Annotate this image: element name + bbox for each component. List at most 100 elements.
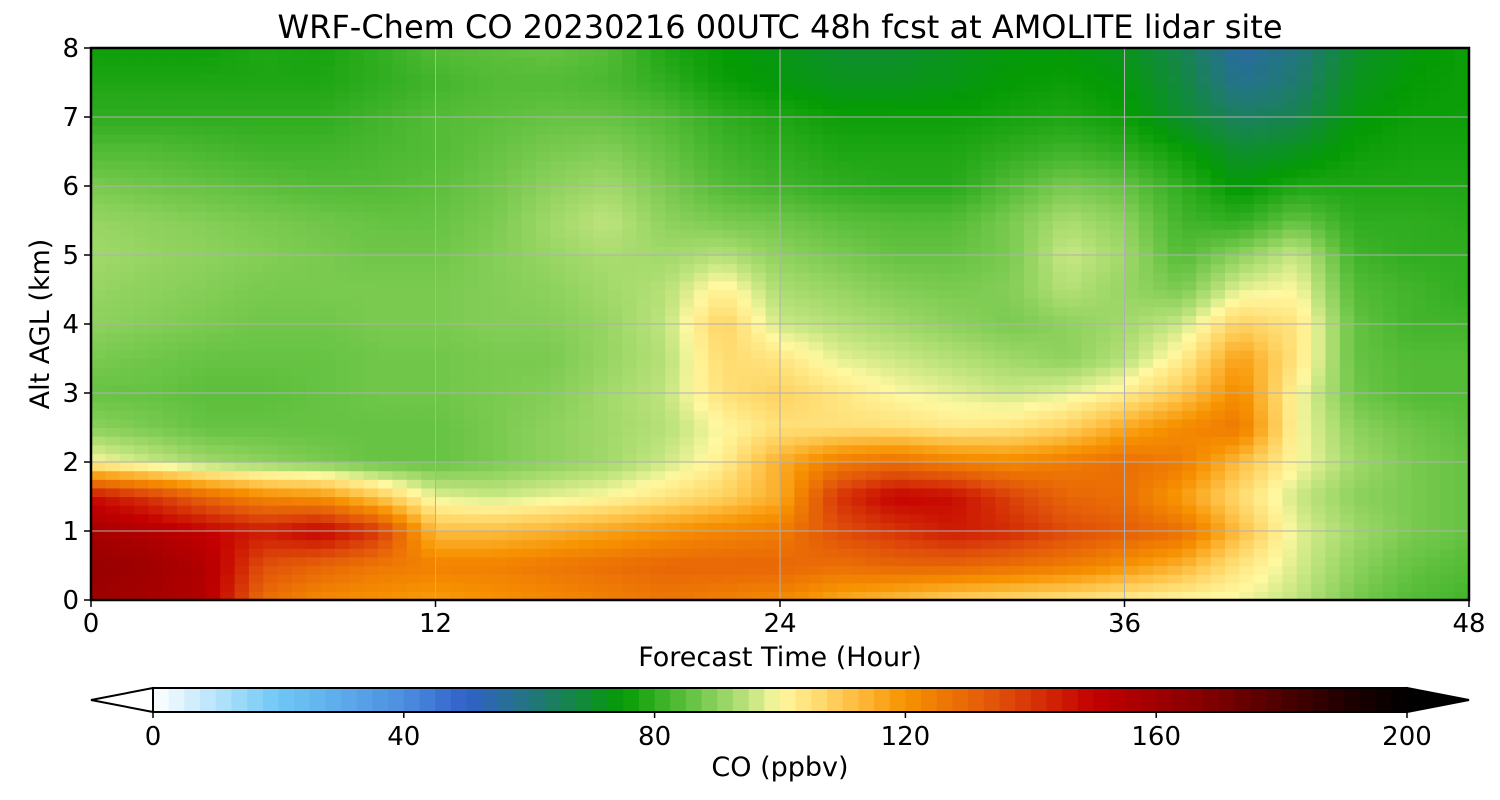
heat-cell — [708, 263, 724, 273]
heat-cell — [378, 203, 394, 213]
heat-cell — [966, 306, 982, 316]
heat-cell — [708, 470, 724, 480]
heat-cell — [220, 470, 236, 480]
heat-cell — [277, 479, 293, 489]
heat-cell — [622, 349, 638, 360]
heat-cell — [1210, 444, 1226, 454]
heat-cell — [234, 427, 250, 437]
heat-cell — [1110, 384, 1126, 394]
heat-cell — [478, 194, 494, 204]
heat-cell — [91, 255, 106, 265]
heat-cell — [435, 324, 451, 334]
heat-cell — [435, 151, 451, 161]
heat-cell — [650, 505, 666, 515]
heat-cell — [521, 237, 537, 247]
heat-cell — [91, 229, 106, 239]
heat-cell — [665, 367, 681, 377]
heat-cell — [507, 211, 523, 222]
heat-cell — [349, 444, 365, 454]
heat-cell — [119, 237, 135, 247]
heat-cell — [1411, 436, 1427, 446]
heat-cell — [837, 263, 853, 273]
heat-cell — [736, 168, 752, 178]
heat-cell — [593, 367, 609, 377]
heat-cell — [866, 186, 882, 196]
heat-cell — [995, 151, 1011, 161]
heat-cell — [1038, 436, 1054, 446]
heat-cell — [119, 315, 135, 325]
heat-cell — [650, 211, 666, 222]
heat-cell — [765, 349, 781, 360]
heat-cell — [980, 229, 996, 239]
heat-cell — [378, 513, 394, 523]
heat-cell — [291, 315, 307, 325]
heat-cell — [378, 479, 394, 489]
heat-cell — [1181, 462, 1197, 472]
heat-cell — [191, 194, 207, 204]
heat-cell — [1081, 255, 1097, 265]
heat-cell — [1368, 211, 1384, 222]
heat-cell — [1167, 246, 1183, 256]
heat-cell — [866, 177, 882, 187]
heat-cell — [765, 203, 781, 213]
heat-cell — [1354, 160, 1370, 170]
heat-cell — [880, 556, 896, 567]
heat-cell — [923, 255, 939, 265]
heat-cell — [349, 186, 365, 196]
heat-cell — [966, 591, 982, 601]
heat-cell — [521, 349, 537, 360]
heat-cell — [564, 280, 580, 291]
heat-cell — [406, 349, 422, 360]
heat-cell — [751, 211, 767, 222]
heat-cell — [521, 591, 537, 601]
heat-cell — [234, 324, 250, 334]
heat-cell — [550, 470, 566, 480]
heat-cell — [736, 427, 752, 437]
heat-cell — [478, 168, 494, 178]
heat-cell — [535, 479, 551, 489]
heat-cell — [349, 393, 365, 403]
heat-cell — [91, 142, 106, 153]
heat-cell — [636, 358, 652, 368]
heat-cell — [91, 505, 106, 515]
heat-cell — [622, 160, 638, 170]
heat-cell — [306, 496, 322, 506]
heat-cell — [880, 401, 896, 411]
heat-cell — [1354, 255, 1370, 265]
heat-cell — [1282, 470, 1298, 480]
heat-cell — [1138, 582, 1154, 592]
heat-cell — [751, 574, 767, 584]
heat-cell — [191, 470, 207, 480]
heat-cell — [1052, 280, 1068, 291]
heat-cell — [421, 479, 437, 489]
heat-cell — [105, 194, 121, 204]
heat-cell — [1253, 444, 1269, 454]
heat-cell — [205, 186, 221, 196]
heat-cell — [1411, 263, 1427, 273]
heat-cell — [880, 324, 896, 334]
heat-cell — [1124, 496, 1140, 506]
heat-cell — [1224, 384, 1240, 394]
heat-cell — [823, 556, 839, 567]
heat-cell — [1167, 306, 1183, 316]
heat-cell — [1153, 229, 1169, 239]
heat-cell — [105, 591, 121, 601]
heat-cell — [263, 255, 279, 265]
heat-cell — [464, 315, 480, 325]
heat-cell — [1339, 375, 1355, 385]
heat-cell — [937, 470, 953, 480]
heat-cell — [306, 229, 322, 239]
heat-cell — [780, 505, 795, 515]
heat-cell — [1009, 298, 1025, 308]
heat-cell — [478, 444, 494, 454]
heat-cell — [679, 298, 695, 308]
heat-cell — [1325, 306, 1341, 316]
heat-cell — [148, 462, 164, 472]
heat-cell — [464, 306, 480, 316]
heat-cell — [421, 522, 437, 532]
heat-cell — [866, 427, 882, 437]
heat-cell — [693, 427, 709, 437]
heat-cell — [1095, 289, 1111, 299]
heat-cell — [579, 436, 594, 446]
heat-cell — [564, 539, 580, 549]
